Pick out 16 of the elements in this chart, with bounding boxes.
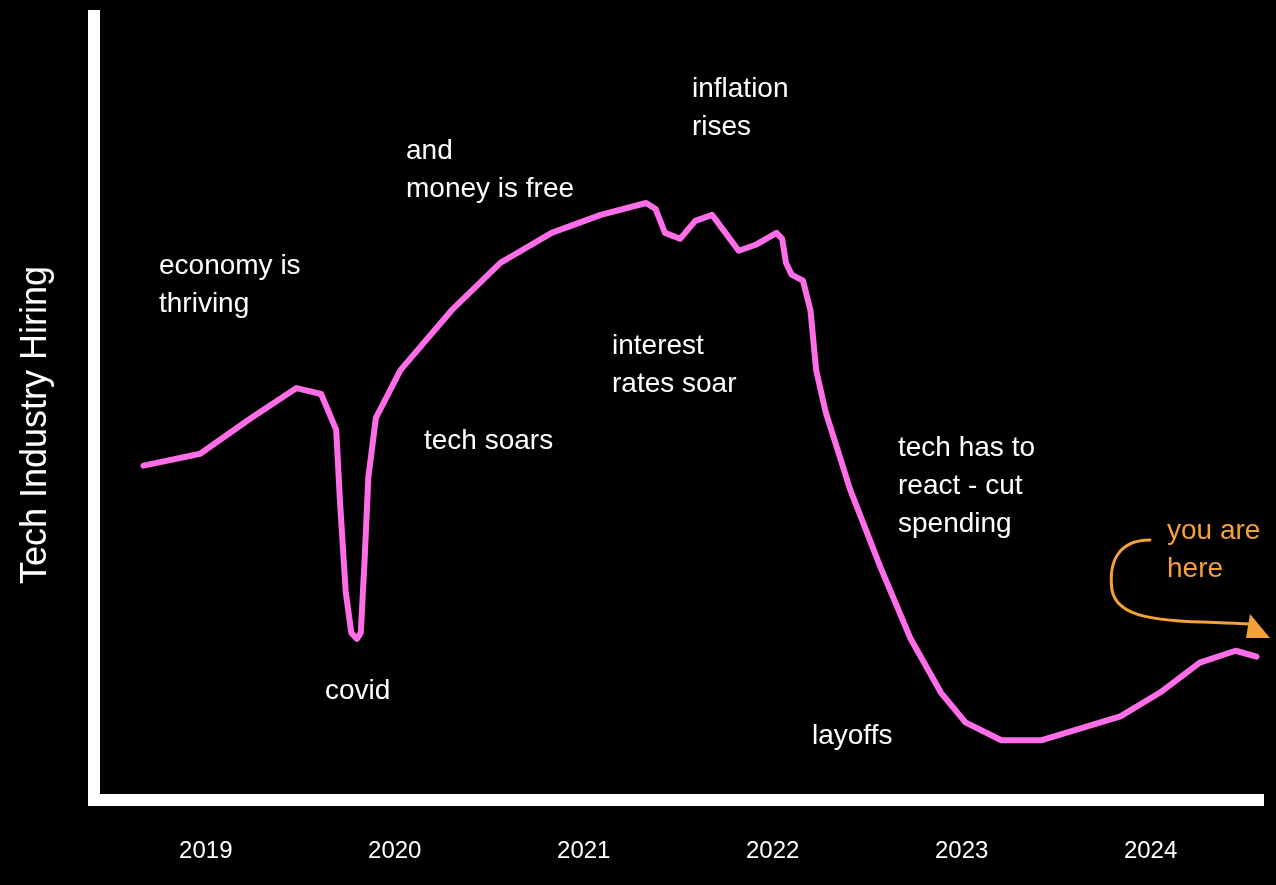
x-tick-label: 2023 <box>934 836 989 863</box>
annotation: covid <box>325 674 391 705</box>
x-tick-label: 2024 <box>1123 836 1178 863</box>
annotation: economy is thriving <box>159 249 301 318</box>
text: inflation rises <box>692 72 789 141</box>
annotation: layoffs <box>812 719 893 750</box>
annotation: tech soars <box>424 424 554 455</box>
x-tick-label: 2021 <box>557 836 611 863</box>
annotation: tech has to react - cut spending <box>898 431 1035 538</box>
annotation: interest rates soar <box>612 329 737 398</box>
text: and money is free <box>406 134 575 203</box>
y-axis-title: Tech Industry Hiring <box>13 265 54 585</box>
annotation: you are here <box>1167 514 1261 583</box>
x-tick-label: 2019 <box>179 836 233 863</box>
x-tick-label: 2020 <box>368 836 422 863</box>
x-tick-label: 2022 <box>746 836 800 863</box>
